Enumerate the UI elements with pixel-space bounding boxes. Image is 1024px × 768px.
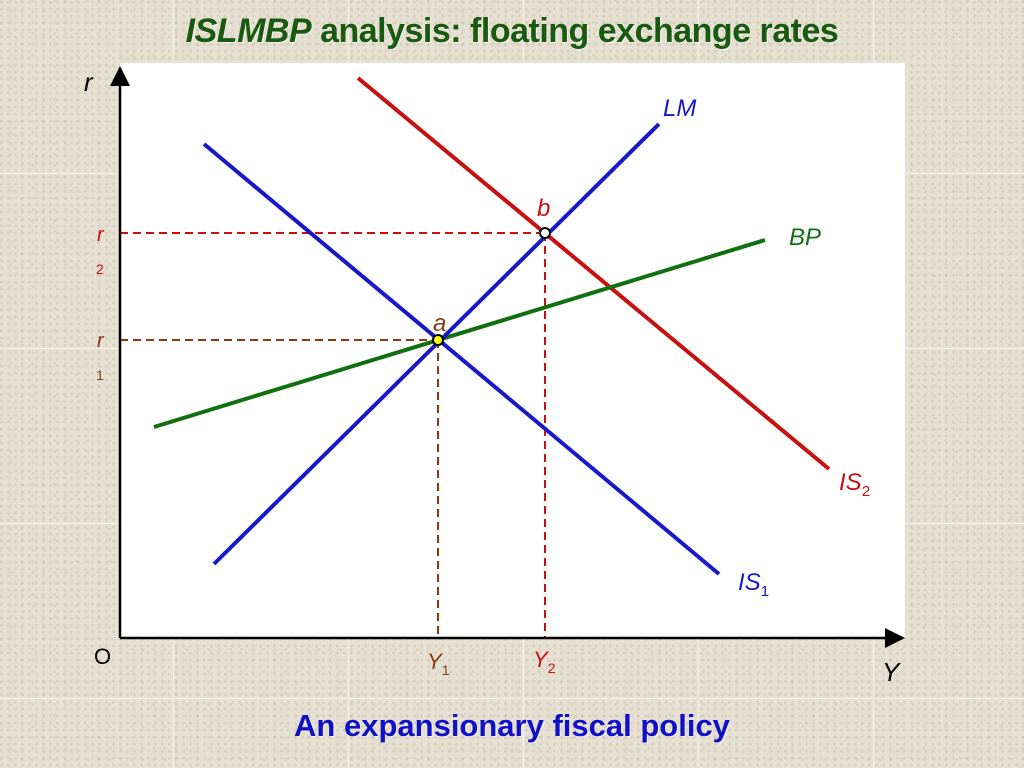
r2-subscript: 2 — [96, 261, 104, 277]
title-rest: analysis: floating exchange rates — [311, 12, 839, 50]
lm-label: LM — [663, 95, 696, 122]
is2-curve — [356, 76, 831, 471]
x-axis-label: Y — [882, 657, 901, 687]
r1-subscript: 1 — [96, 367, 104, 383]
y1-label: Y1 — [427, 649, 450, 678]
point-b-label: b — [537, 195, 550, 222]
y-axis-label: r — [84, 67, 94, 97]
r1-label: r — [97, 330, 105, 352]
origin-label: O — [94, 644, 111, 669]
caption: An expansionary fiscal policy — [294, 708, 730, 743]
is1-label: IS1 — [738, 569, 769, 600]
r2-label: r — [97, 224, 105, 246]
point-b-marker — [539, 227, 551, 239]
y2-label: Y2 — [533, 647, 556, 676]
point-a-marker — [432, 334, 444, 346]
bp-label: BP — [789, 224, 821, 251]
is2-label: IS2 — [839, 469, 870, 500]
slide-title: ISLMBP analysis: floating exchange rates — [0, 12, 1024, 51]
point-a-label: a — [433, 310, 446, 337]
plot-area — [120, 63, 905, 638]
title-emphasis: ISLMBP — [185, 12, 312, 50]
bp-curve — [153, 238, 766, 429]
is1-curve — [202, 142, 721, 576]
